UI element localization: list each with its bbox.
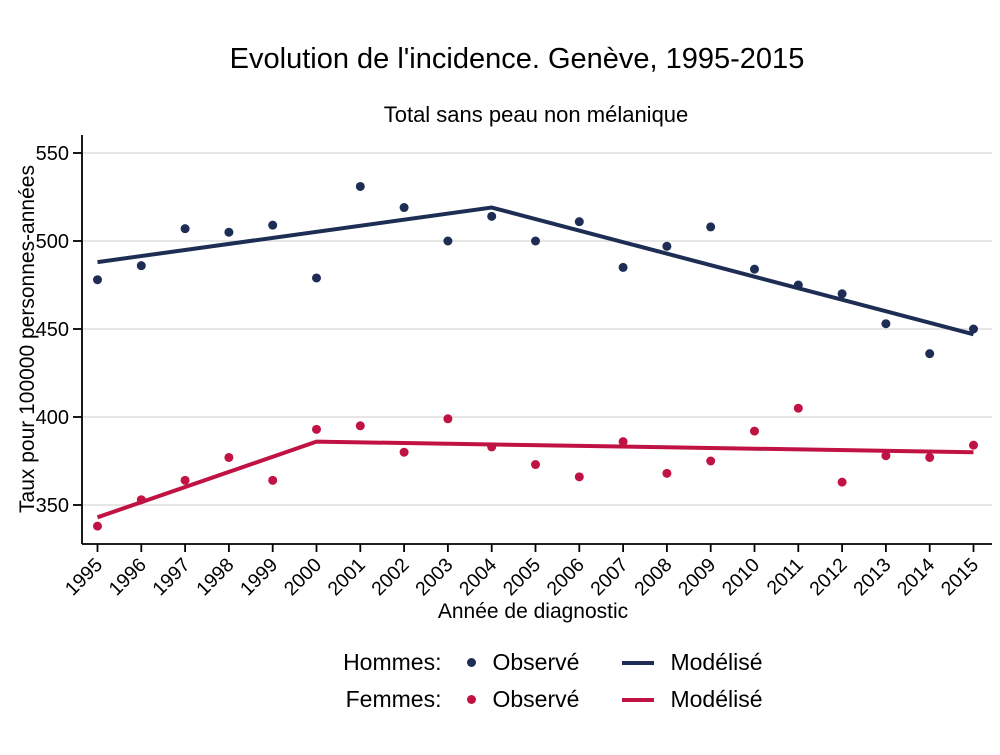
legend-group-label-hommes: Hommes: — [343, 649, 442, 675]
x-tick-label: 2003 — [411, 554, 457, 600]
x-tick-label: 2006 — [543, 554, 589, 600]
chart-title: Evolution de l'incidence. Genève, 1995-2… — [230, 43, 805, 75]
x-tick-label: 2011 — [763, 554, 808, 599]
x-tick-label: 2008 — [630, 554, 676, 600]
femmes-observ--point — [224, 452, 234, 462]
x-tick-label: 1997 — [148, 554, 194, 600]
hommes-observ--point — [531, 236, 540, 246]
observed-dot-icon — [467, 658, 477, 667]
femmes-observ--point — [706, 456, 716, 466]
y-tick-label: 400 — [36, 407, 69, 429]
hommes-observ--point — [312, 273, 321, 283]
x-axis-title: Année de diagnostic — [438, 600, 628, 623]
gridlines — [82, 152, 992, 506]
hommes-observ--point — [443, 236, 453, 246]
x-tick-label: 2002 — [367, 554, 413, 600]
femmes-observ--point — [487, 442, 497, 452]
hommes-observ--point — [268, 220, 278, 230]
x-tick-label: 2004 — [455, 554, 501, 600]
femmes-mod-lis--line — [96, 439, 974, 520]
x-tick-label: 2015 — [937, 554, 983, 600]
hommes-observ--point — [837, 289, 847, 299]
femmes-observ--point — [662, 468, 672, 478]
chart-subtitle: Total sans peau non mélanique — [384, 102, 689, 127]
legend-row-hommes: Hommes: Observé Modélisé — [303, 649, 762, 676]
legend: Hommes: Observé Modélisé Femmes: Observé… — [66, 649, 1000, 713]
hommes-observ--point — [750, 264, 759, 274]
modeled-line-icon — [622, 697, 655, 702]
femmes-observ--point — [443, 414, 453, 424]
femmes-observ--point — [531, 460, 540, 470]
x-tick-label: 1995 — [61, 554, 107, 600]
x-tick-label: 1996 — [105, 554, 151, 600]
legend-observed-label-hommes: Observé — [492, 649, 580, 675]
hommes-observ--point — [487, 211, 497, 221]
femmes-observ--point — [793, 403, 803, 413]
hommes-observ--point — [969, 324, 978, 334]
axes: 5505004504003501995199619971998199920002… — [36, 135, 992, 600]
femmes-observ--point — [93, 521, 102, 531]
y-tick-label: 450 — [36, 319, 69, 341]
legend-modeled-label-femmes: Modélisé — [670, 686, 763, 712]
x-tick-label: 2013 — [849, 554, 895, 600]
femmes-observ--point — [881, 451, 891, 461]
legend-group-label-femmes: Femmes: — [345, 686, 442, 712]
hommes-observ--point — [706, 222, 716, 232]
x-tick-label: 2010 — [718, 554, 764, 600]
x-tick-label: 2001 — [324, 554, 370, 600]
hommes-observ--point — [399, 203, 409, 213]
femmes-observ--point — [312, 424, 321, 434]
hommes-observ--point — [355, 181, 365, 191]
femmes-observ--point — [355, 421, 365, 431]
x-tick-label: 2012 — [805, 554, 851, 600]
femmes-observ--point — [618, 437, 628, 447]
observed-dot-icon — [467, 695, 477, 704]
hommes-observ--point — [180, 224, 190, 234]
x-tick-label: 2009 — [674, 554, 720, 600]
x-tick-label: 2014 — [893, 554, 939, 600]
hommes-observ--point — [881, 319, 891, 329]
x-tick-label: 2005 — [499, 554, 545, 600]
x-tick-label: 1998 — [192, 554, 238, 600]
femmes-observ--point — [750, 426, 759, 436]
legend-row-femmes: Femmes: Observé Modélisé — [303, 686, 763, 713]
femmes-observ--point — [837, 477, 847, 487]
hommes-observ--point — [136, 261, 146, 271]
modeled-line-icon — [622, 660, 655, 665]
femmes-observ--point — [136, 495, 146, 505]
hommes-observ--point — [793, 280, 803, 290]
hommes-mod-lis--line — [97, 205, 975, 337]
femmes-observ--point — [969, 440, 978, 450]
femmes-observ--point — [925, 452, 935, 462]
legend-observed-label-femmes: Observé — [492, 686, 580, 712]
x-tick-label: 2000 — [280, 554, 326, 600]
legend-modeled-label-hommes: Modélisé — [670, 649, 763, 675]
x-tick-label: 1999 — [236, 554, 282, 600]
y-tick-label: 500 — [36, 231, 69, 253]
hommes-observ--point — [574, 217, 584, 227]
x-tick-label: 2007 — [586, 554, 632, 600]
hommes-observ--point — [224, 227, 234, 237]
y-axis-title: Taux pour 100000 personnes-années — [16, 165, 39, 513]
data-series — [93, 181, 978, 531]
hommes-observ--point — [925, 349, 935, 359]
femmes-observ--point — [180, 475, 190, 485]
femmes-observ--point — [574, 472, 584, 482]
hommes-observ--point — [662, 241, 672, 251]
hommes-observ--point — [618, 262, 628, 272]
y-tick-label: 350 — [36, 495, 69, 517]
y-tick-label: 550 — [36, 143, 69, 165]
hommes-observ--point — [93, 275, 102, 285]
femmes-observ--point — [399, 447, 409, 457]
femmes-observ--point — [268, 475, 278, 485]
